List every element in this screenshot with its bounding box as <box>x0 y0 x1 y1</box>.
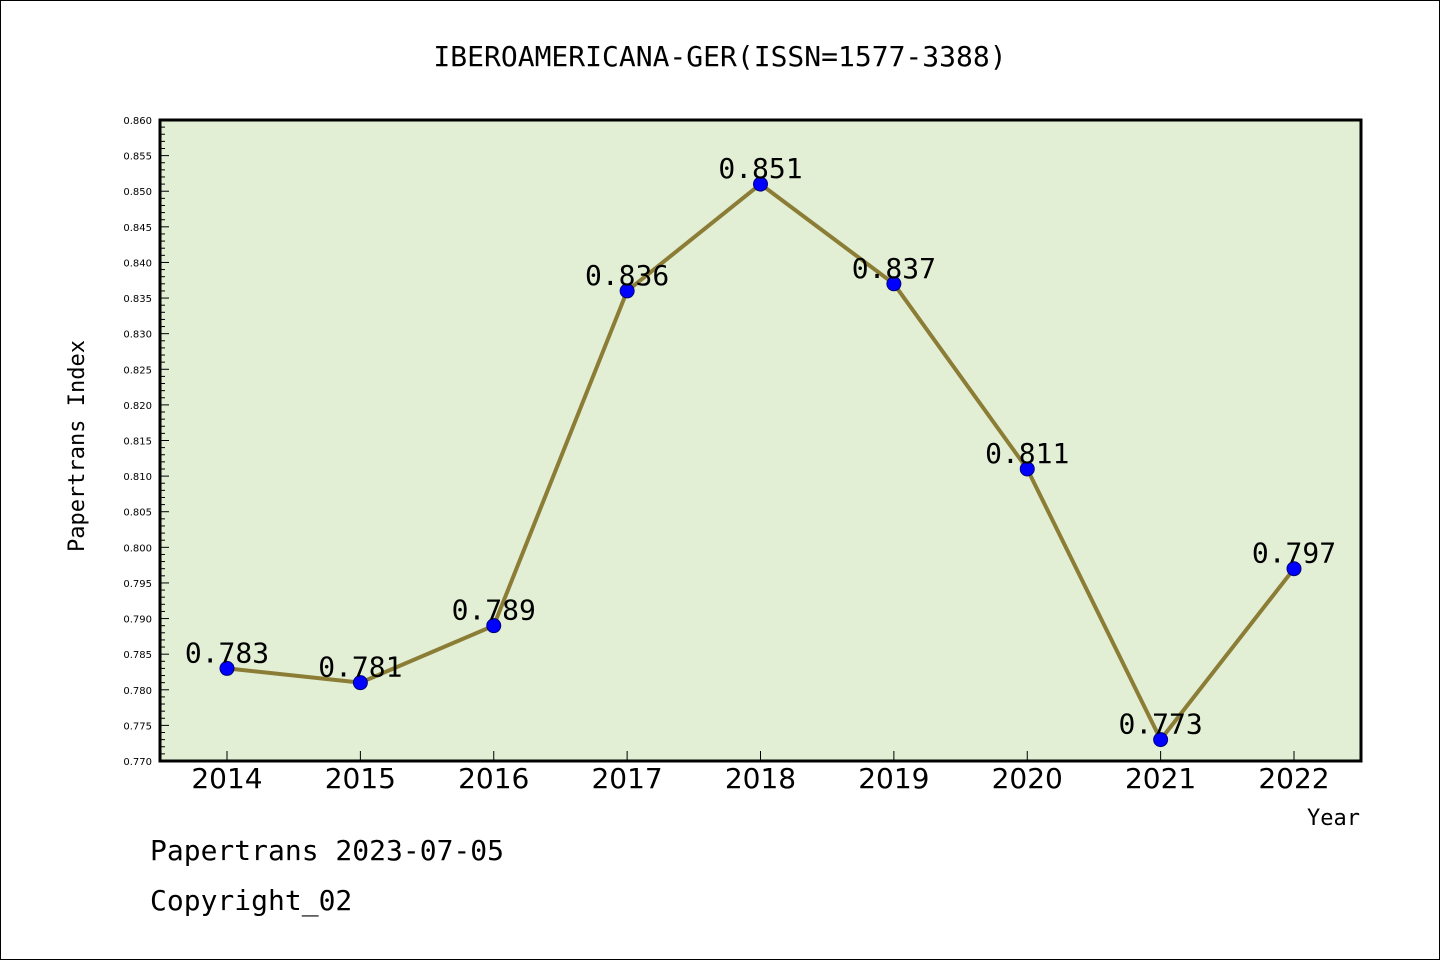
data-point <box>886 276 902 292</box>
y-tick-label: 0.800 <box>123 543 152 554</box>
y-tick-label: 0.860 <box>123 116 152 127</box>
y-tick-label: 0.805 <box>123 508 152 519</box>
data-label: 0.837 <box>852 252 936 285</box>
data-label: 0.851 <box>718 152 802 185</box>
y-tick-label: 0.855 <box>123 152 152 163</box>
data-label: 0.811 <box>985 437 1069 470</box>
footer-copyright: Copyright_02 <box>150 884 353 917</box>
data-point <box>1153 732 1169 748</box>
plot-border <box>158 118 1363 763</box>
x-tick-label: 2014 <box>191 762 262 795</box>
x-tick-label: 2020 <box>992 762 1063 795</box>
x-tick-label: 2016 <box>458 762 529 795</box>
data-point <box>219 660 235 676</box>
y-tick-label: 0.825 <box>123 365 152 376</box>
y-axis-label: Papertrans Index <box>65 340 90 552</box>
data-point <box>753 176 768 192</box>
footer-date: Papertrans 2023-07-05 <box>150 834 505 867</box>
x-tick-label: 2015 <box>325 762 396 795</box>
y-tick-label: 0.850 <box>123 187 152 198</box>
x-tick-label: 2021 <box>1125 762 1196 795</box>
y-axis-ticks: 0.770 0.775 0.780 0.785 0.790 0.795 0.800 0.805… <box>123 116 169 768</box>
y-tick-label: 0.820 <box>123 401 152 412</box>
x-axis-ticks: 2014 2015 2016 2017 2018 2019 2020 2021 2022 <box>191 751 1330 795</box>
data-label: 0.797 <box>1252 537 1336 570</box>
y-tick-label: 0.795 <box>123 579 152 590</box>
x-tick-label: 2022 <box>1258 762 1329 795</box>
data-label: 0.783 <box>185 636 269 669</box>
plot-area <box>160 120 1361 761</box>
data-label: 0.789 <box>452 594 536 627</box>
x-tick-label: 2017 <box>591 762 662 795</box>
y-tick-label: 0.770 <box>123 757 152 768</box>
data-point <box>619 283 635 299</box>
data-labels: 0.783 0.781 0.789 0.836 0.851 0.837 0.811 0.773… <box>185 152 1336 741</box>
y-tick-label: 0.840 <box>123 258 152 269</box>
data-point <box>486 618 502 634</box>
y-tick-label: 0.845 <box>123 223 152 234</box>
data-label: 0.773 <box>1118 708 1202 741</box>
y-tick-label: 0.815 <box>123 437 152 448</box>
series-markers <box>219 176 1302 748</box>
data-label: 0.836 <box>585 259 669 292</box>
y-tick-label: 0.775 <box>123 721 152 732</box>
y-tick-label: 0.830 <box>123 330 152 341</box>
y-tick-label: 0.835 <box>123 294 152 305</box>
y-tick-label: 0.780 <box>123 686 152 697</box>
chart-title: IBEROAMERICANA-GER(ISSN=1577-3388) <box>433 40 1006 73</box>
x-axis-label: Year <box>1307 806 1360 831</box>
x-tick-label: 2018 <box>725 762 796 795</box>
x-tick-label: 2019 <box>858 762 929 795</box>
data-point <box>352 675 368 691</box>
data-point <box>1286 561 1302 577</box>
y-tick-label: 0.785 <box>123 650 152 661</box>
data-point <box>1019 461 1035 477</box>
y-tick-label: 0.810 <box>123 472 152 483</box>
data-label: 0.781 <box>318 651 402 684</box>
y-tick-label: 0.790 <box>123 615 152 626</box>
